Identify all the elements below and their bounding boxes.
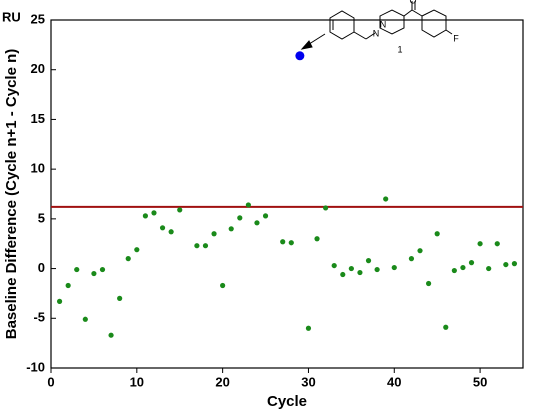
x-tick-label: 50 — [473, 374, 487, 389]
ring — [329, 10, 355, 40]
y-axis-title: Baseline Difference (Cycle n+1 - Cycle n… — [3, 49, 20, 340]
y-unit: RU — [2, 9, 21, 24]
x-axis-title: Cycle — [267, 393, 307, 410]
point — [202, 243, 209, 249]
point — [237, 215, 243, 221]
point — [134, 247, 140, 253]
point — [125, 256, 131, 262]
y-tick-label: 10 — [31, 161, 45, 176]
point — [391, 264, 397, 271]
y-tick-label: 0 — [38, 260, 45, 275]
point — [305, 325, 312, 331]
point — [177, 207, 183, 213]
bond — [403, 9, 413, 17]
point — [460, 264, 466, 271]
x-tick-label: 0 — [47, 374, 54, 389]
bond — [445, 29, 453, 35]
point — [417, 248, 423, 254]
point — [159, 225, 166, 231]
atom-label: O — [409, 0, 416, 5]
point — [254, 220, 260, 226]
y-tick-label: 25 — [31, 11, 45, 26]
point — [511, 261, 518, 267]
point — [288, 240, 294, 246]
point — [314, 236, 320, 242]
point — [357, 269, 363, 276]
point — [220, 282, 226, 289]
bond — [365, 32, 376, 40]
point — [168, 229, 174, 235]
point — [82, 316, 88, 322]
point — [494, 241, 500, 247]
molecule-inset: NN O F 1 — [300, 0, 459, 54]
point — [91, 270, 97, 277]
point — [280, 239, 286, 245]
compound-label: 1 — [397, 44, 402, 54]
atom-label: N — [373, 28, 380, 38]
point — [383, 196, 389, 202]
bond — [411, 9, 423, 17]
point — [340, 271, 346, 278]
point — [323, 205, 329, 211]
point — [486, 265, 492, 272]
y-tick-label: 20 — [31, 61, 45, 76]
point — [348, 265, 354, 272]
point — [262, 213, 269, 219]
point — [65, 282, 71, 289]
point — [331, 262, 337, 269]
point — [99, 266, 106, 273]
point — [408, 256, 415, 262]
y-tick-label: -10 — [26, 359, 45, 374]
x-tick-label: 10 — [130, 374, 144, 389]
arrow-head — [300, 40, 313, 50]
point — [365, 258, 372, 264]
point — [142, 213, 148, 219]
point — [56, 298, 63, 304]
point — [151, 210, 157, 216]
atom-label: N — [380, 19, 387, 29]
y-tick-label: -5 — [33, 310, 45, 325]
point — [211, 231, 217, 237]
x-tick-label: 40 — [387, 374, 401, 389]
point — [228, 226, 234, 232]
bond — [353, 31, 367, 40]
point — [74, 266, 80, 273]
point — [426, 280, 432, 287]
point — [374, 266, 380, 273]
atom-label: F — [453, 33, 459, 43]
x-tick-label: 20 — [215, 374, 229, 389]
point — [468, 260, 475, 266]
marker-point — [295, 51, 305, 61]
point — [477, 241, 483, 247]
point — [434, 231, 440, 237]
y-tick-label: 5 — [38, 210, 45, 225]
point — [245, 202, 251, 208]
point — [503, 261, 509, 268]
point — [117, 295, 123, 301]
ring — [421, 9, 447, 38]
x-tick-label: 30 — [301, 374, 315, 389]
point — [194, 243, 200, 249]
plot-frame — [50, 19, 524, 369]
y-tick-label: 15 — [31, 111, 45, 126]
point — [443, 324, 449, 330]
point — [451, 267, 457, 274]
point — [108, 332, 114, 338]
